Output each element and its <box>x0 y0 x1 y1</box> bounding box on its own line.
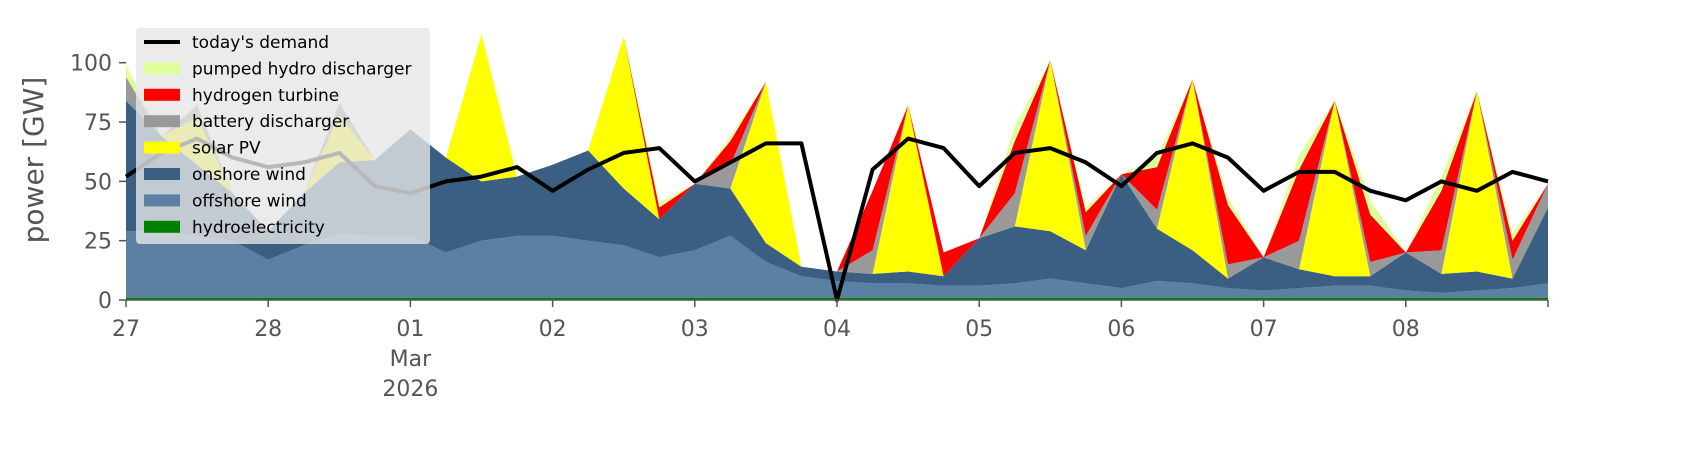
legend-swatch-offshore-wind <box>144 194 180 207</box>
legend-label-hydroelectricity: hydroelectricity <box>192 218 325 238</box>
x-tick-sublabel: 2026 <box>382 377 438 402</box>
legend: today's demand pumped hydro discharger hyd… <box>136 28 430 244</box>
legend-label-solar-pv: solar PV <box>192 139 261 159</box>
legend-swatch-onshore-wind <box>144 168 180 180</box>
y-tick-label: 50 <box>84 170 112 195</box>
x-tick-label: 04 <box>823 317 851 342</box>
legend-swatch-solar-pv <box>144 141 180 154</box>
y-tick-label: 100 <box>70 52 112 77</box>
legend-swatch-battery-discharger <box>144 115 180 128</box>
axes: 0 25 50 75 100 27 28 01 Mar 2026 02 03 04 05 06 07 08 pow… <box>17 52 1549 402</box>
y-tick-label: 75 <box>84 111 112 136</box>
legend-label-battery-discharger: battery discharger <box>192 112 349 132</box>
x-tick-label: 01 <box>396 317 424 342</box>
legend-box <box>136 28 430 244</box>
x-tick-label: 07 <box>1250 317 1278 342</box>
legend-label-pumped-hydro-discharger: pumped hydro discharger <box>192 59 411 79</box>
legend-swatch-hydroelectricity <box>144 220 180 233</box>
x-tick-label: 06 <box>1107 317 1135 342</box>
legend-swatch-pumped-hydro-discharger <box>144 62 180 75</box>
x-tick-label: 05 <box>965 317 993 342</box>
legend-label-hydrogen-turbine: hydrogen turbine <box>192 86 339 106</box>
legend-swatch-hydrogen-turbine <box>144 88 180 101</box>
legend-label-offshore-wind: offshore wind <box>192 191 307 211</box>
x-tick-label: 03 <box>681 317 709 342</box>
area-solar-pv <box>126 34 1548 279</box>
x-tick-sublabel: Mar <box>390 347 432 372</box>
x-tick-label: 27 <box>112 317 140 342</box>
legend-label-onshore-wind: onshore wind <box>192 165 306 185</box>
y-tick-label: 25 <box>84 230 112 255</box>
x-tick-label: 08 <box>1392 317 1420 342</box>
legend-label-today-s-demand: today's demand <box>192 33 329 53</box>
area-offshore-wind <box>126 231 1548 298</box>
y-axis-label: power [GW] <box>17 77 50 244</box>
x-tick-label: 02 <box>539 317 567 342</box>
x-tick-label: 28 <box>254 317 282 342</box>
y-tick-label: 0 <box>98 289 112 314</box>
